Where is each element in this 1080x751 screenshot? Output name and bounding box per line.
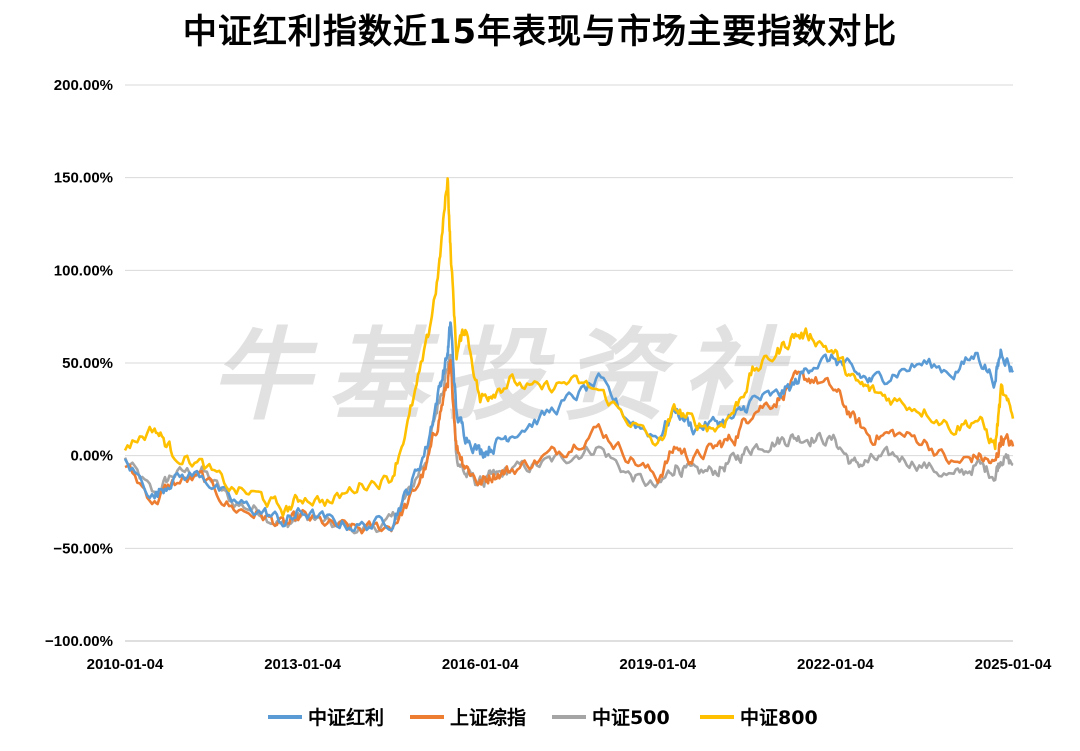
x-tick-label: 2013-01-04 [264,656,341,673]
series-lines [123,177,1015,535]
x-axis-ticks: 2010-01-04 2013-01-04 2016-01-04 2019-01-04… [87,656,1052,673]
series-line [123,177,1015,518]
x-tick-label: 2019-01-04 [619,656,696,673]
legend-label: 中证500 [592,706,670,729]
legend-label: 中证800 [740,706,818,729]
y-axis-ticks: 200.00% 150.00% 100.00% 50.00% 0.00% −50.00% −… [45,77,113,650]
chart-title: 中证红利指数近15年表现与市场主要指数对比 [182,12,898,52]
x-tick-label: 2016-01-04 [442,656,519,673]
y-tick-label: 200.00% [54,77,113,94]
y-tick-label: 50.00% [62,355,113,372]
legend-label: 上证综指 [450,706,526,729]
legend: 中证红利 上证综指 中证500 中证800 [268,706,818,729]
y-tick-label: 100.00% [54,262,113,279]
x-tick-label: 2025-01-04 [975,656,1052,673]
grid-lines [125,84,1013,642]
legend-label: 中证红利 [308,706,384,729]
y-tick-label: 0.00% [70,448,113,465]
watermark-text: 牛基投资社 [210,317,800,434]
series-line [123,353,1014,535]
y-tick-label: −100.00% [45,633,113,650]
series-line [123,321,1015,533]
x-tick-label: 2022-01-04 [797,656,874,673]
y-tick-label: −50.00% [53,540,113,557]
y-tick-label: 150.00% [54,170,113,187]
x-tick-label: 2010-01-04 [87,656,164,673]
